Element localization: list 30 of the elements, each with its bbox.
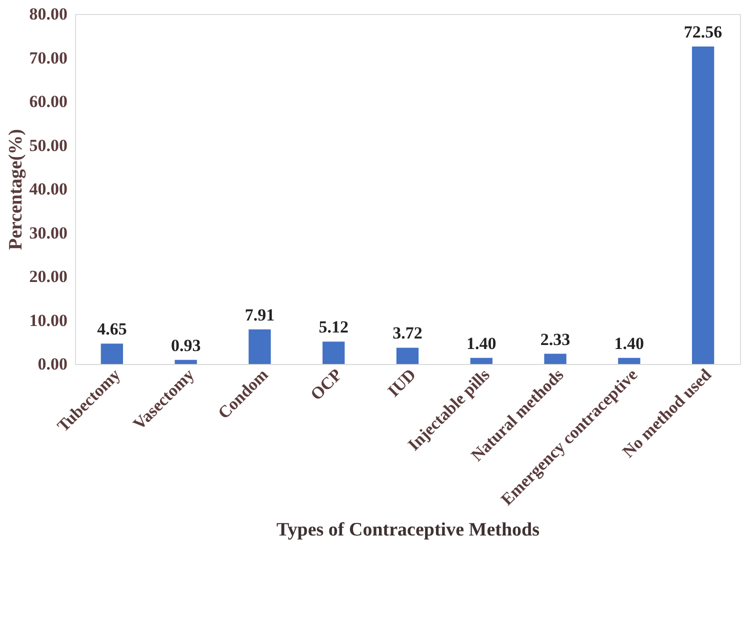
y-tick-label: 20.00 [29, 267, 68, 286]
y-tick-label: 50.00 [29, 136, 68, 155]
bar [618, 358, 640, 364]
bar [396, 348, 419, 364]
y-tick-label: 70.00 [29, 48, 68, 68]
data-label: 4.65 [97, 320, 127, 339]
bar [100, 344, 124, 364]
data-label: 0.93 [170, 336, 201, 355]
data-label: 3.72 [392, 324, 422, 343]
data-label: 1.40 [614, 334, 644, 353]
y-tick-label: 40.00 [29, 180, 68, 198]
y-tick-label: 10.00 [29, 310, 68, 330]
y-tick-label: 30.00 [29, 223, 68, 242]
y-tick-label: 60.00 [29, 92, 68, 111]
data-label: 1.40 [466, 334, 496, 353]
data-label: 7.91 [244, 305, 275, 324]
y-axis-title: Percentage(%) [5, 129, 26, 250]
x-axis-title: Types of Contraceptive Methods [276, 519, 540, 540]
bar [692, 46, 714, 364]
data-label: 5.12 [318, 318, 348, 337]
bar [544, 354, 566, 364]
bar [248, 329, 271, 364]
data-label: 2.33 [540, 330, 570, 349]
data-label: 72.56 [684, 22, 722, 42]
y-tick-label: 80.00 [29, 4, 68, 24]
bar [470, 358, 492, 364]
bar [174, 360, 197, 364]
y-tick-label: 0.00 [38, 354, 68, 374]
x-tick-label: IUD [384, 365, 420, 401]
bar [322, 342, 345, 364]
